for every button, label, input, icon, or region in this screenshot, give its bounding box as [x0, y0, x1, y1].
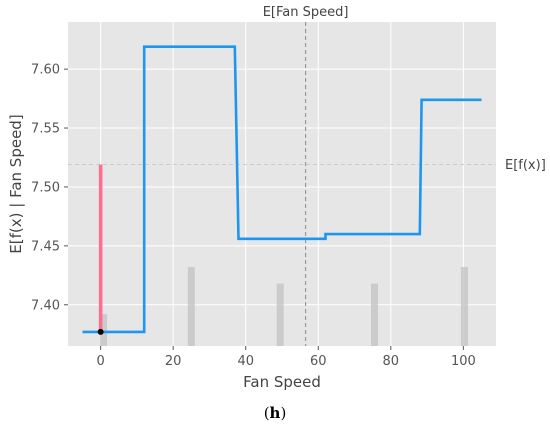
highlight-bar	[98, 164, 103, 332]
histogram-bars	[100, 267, 468, 346]
reference-lines	[68, 22, 496, 346]
x-tick-label: 100	[451, 354, 476, 369]
x-tick-label: 20	[165, 354, 182, 369]
histogram-bar	[370, 283, 378, 346]
highlight-point	[97, 328, 104, 335]
points-group	[97, 328, 104, 335]
series-line	[82, 45, 482, 334]
histogram-bar	[100, 314, 108, 346]
x-axis-ticks: 0 20 40 60 80 100	[97, 346, 476, 369]
grid	[68, 22, 496, 346]
histogram-bar	[187, 267, 195, 346]
highlight-bar-group	[98, 164, 103, 332]
expected-output-label: E[f(x)]	[505, 158, 546, 173]
caption-letter: h	[269, 404, 281, 422]
y-tick-label: 7.40	[31, 298, 60, 313]
histogram-bar	[460, 267, 468, 346]
x-tick-label: 40	[237, 354, 254, 369]
series-group	[82, 45, 482, 334]
x-axis-title: Fan Speed	[243, 373, 321, 391]
y-axis-ticks: 7.40 7.45 7.50 7.55 7.60	[31, 63, 68, 313]
figure-caption: (h)	[263, 404, 287, 422]
x-tick-label: 60	[310, 354, 327, 369]
y-tick-label: 7.60	[31, 63, 60, 78]
x-tick-label: 80	[383, 354, 400, 369]
y-axis-title: E[f(x) | Fan Speed]	[7, 114, 25, 253]
y-tick-label: 7.50	[31, 180, 60, 195]
y-tick-label: 7.45	[31, 239, 60, 254]
histogram-bar	[276, 283, 284, 346]
chart: 0 20 40 60 80 100 7.40 7.45 7.50 7.55 7.60 Fan Sp…	[7, 5, 546, 391]
expected-fan-speed-label: E[Fan Speed]	[263, 5, 349, 20]
y-tick-label: 7.55	[31, 122, 60, 137]
x-tick-label: 0	[97, 354, 105, 369]
